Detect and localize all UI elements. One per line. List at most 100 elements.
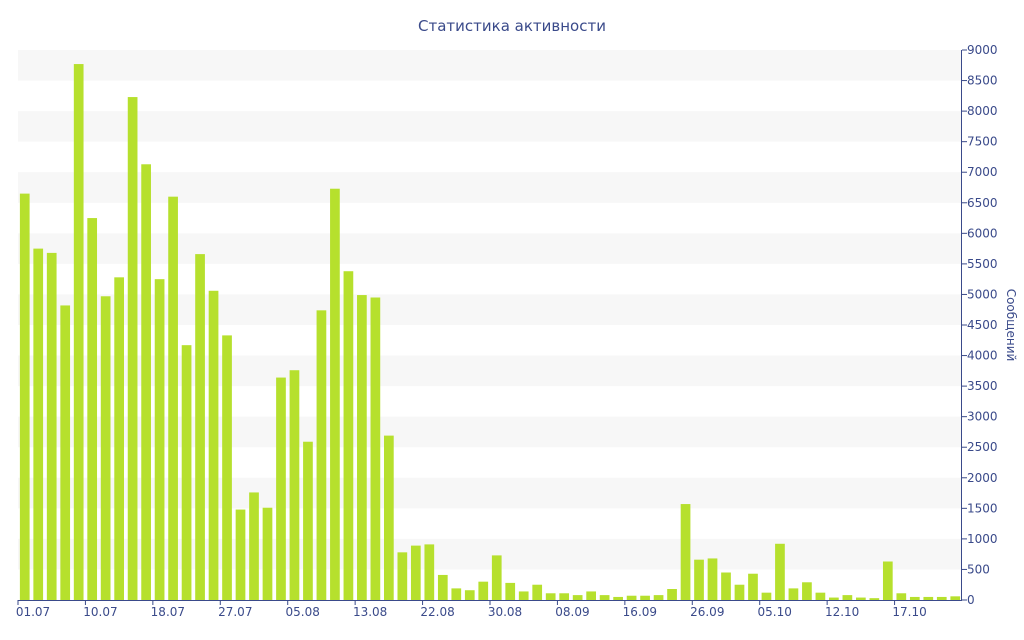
x-tick-label: 01.07 [16,605,50,619]
bar [950,596,961,600]
bar [114,277,124,600]
x-tick-label: 10.07 [83,605,117,619]
y-tick-label: 3000 [967,410,998,424]
bar [303,441,313,600]
y-tick-label: 8500 [967,74,998,88]
y-tick-label: 7000 [967,165,998,179]
bar [262,507,273,600]
bar [599,595,610,600]
bar [235,509,246,600]
x-tick-label: 17.10 [892,605,926,619]
bar [60,305,71,600]
x-tick-label: 05.08 [286,605,320,619]
bar [154,279,165,600]
bar [856,597,866,600]
bar [667,589,677,600]
y-tick-label: 3500 [967,379,998,393]
x-axis-ticks: 01.07 10.07 18.07 27.07 05.08 13.08 22.08 30.08… [16,600,927,619]
bar [464,590,475,600]
y-tick-label: 1000 [967,532,998,546]
bar [100,296,111,600]
y-tick-label: 0 [967,593,975,607]
y-tick-label: 4500 [967,318,998,332]
y-axis-ticks: 0 500 1000 1500 2000 2500 3000 3500 4000 4500 5000… [962,43,998,607]
y-tick-label: 7500 [967,135,998,149]
bar [613,596,623,600]
bar [330,188,340,600]
bar [802,582,812,600]
bar [869,598,880,600]
bar [572,595,583,600]
bar [936,596,947,600]
bar [545,593,556,600]
x-tick-label: 22.08 [420,605,454,619]
bar [815,592,826,600]
bar [491,555,502,600]
bar [775,543,785,600]
y-tick-label: 9000 [967,43,998,57]
y-tick-label: 500 [967,562,990,576]
x-tick-label: 26.09 [690,605,724,619]
bar [923,596,934,600]
bar [451,588,462,600]
grid-band [18,172,962,203]
bar [721,572,731,600]
bar [181,345,192,600]
y-tick-label: 5000 [967,287,998,301]
x-tick-label: 08.09 [555,605,589,619]
bar [87,218,98,600]
bar [316,310,327,600]
bar [748,573,758,600]
grid-band [18,233,962,264]
bar [680,504,691,600]
y-tick-label: 1500 [967,501,998,515]
bar [896,593,907,600]
bar [626,595,637,600]
bar [505,582,516,600]
bar [127,97,138,600]
bar [357,295,367,600]
x-tick-label: 30.08 [488,605,522,619]
bar [276,377,286,600]
bar [195,254,205,601]
y-tick-label: 6000 [967,226,998,240]
bar [384,435,394,600]
y-axis-label: Сообщений [1004,289,1018,362]
bar [734,584,745,600]
y-tick-label: 5500 [967,257,998,271]
bar [437,574,448,600]
bar [424,544,435,600]
bar [882,561,893,600]
x-tick-label: 13.08 [353,605,387,619]
bar [73,64,84,600]
x-tick-label: 27.07 [218,605,252,619]
bar [168,196,178,601]
bar [909,596,920,600]
bar [532,584,543,600]
bar [289,370,300,600]
bar [222,335,232,600]
bar [586,591,596,600]
bar [829,597,839,600]
bar [19,193,30,601]
y-tick-label: 8000 [967,104,998,118]
bar [141,164,151,600]
bar [559,593,570,600]
bar [707,558,718,600]
bar [208,290,219,600]
bar [46,252,57,600]
bar [842,595,853,600]
bar [788,588,799,600]
grid-band [18,50,962,81]
bar [761,592,772,600]
x-tick-label: 16.09 [623,605,657,619]
bar [410,545,421,600]
x-tick-label: 12.10 [825,605,859,619]
chart-title: Статистика активности [418,17,606,35]
bar [653,595,664,600]
bar [370,297,381,600]
y-tick-label: 6500 [967,196,998,210]
bar [33,248,44,601]
bar [343,271,354,600]
